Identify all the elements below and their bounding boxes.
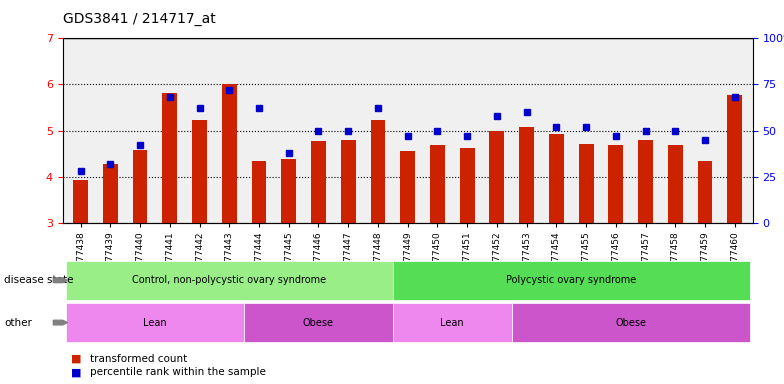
- Bar: [222, 84, 237, 223]
- Bar: [73, 180, 88, 223]
- Text: GDS3841 / 214717_at: GDS3841 / 214717_at: [63, 12, 216, 25]
- Bar: [252, 161, 267, 223]
- Bar: [728, 94, 742, 223]
- Bar: [132, 150, 147, 223]
- Bar: [638, 140, 653, 223]
- Bar: [459, 148, 474, 223]
- Bar: [519, 127, 534, 223]
- Text: other: other: [4, 318, 32, 328]
- Text: transformed count: transformed count: [90, 354, 187, 364]
- Bar: [103, 164, 118, 223]
- Text: Lean: Lean: [143, 318, 167, 328]
- Bar: [668, 145, 683, 223]
- Text: ■: ■: [71, 367, 81, 377]
- Bar: [698, 161, 713, 223]
- Bar: [311, 141, 326, 223]
- Bar: [371, 121, 386, 223]
- Text: percentile rank within the sample: percentile rank within the sample: [90, 367, 266, 377]
- Bar: [401, 151, 415, 223]
- Bar: [192, 121, 207, 223]
- Text: Polycystic ovary syndrome: Polycystic ovary syndrome: [506, 275, 637, 285]
- Bar: [608, 145, 623, 223]
- Bar: [549, 134, 564, 223]
- Text: Obese: Obese: [303, 318, 334, 328]
- Text: Lean: Lean: [441, 318, 464, 328]
- Bar: [162, 93, 177, 223]
- Text: Control, non-polycystic ovary syndrome: Control, non-polycystic ovary syndrome: [132, 275, 326, 285]
- Text: ■: ■: [71, 354, 81, 364]
- Bar: [579, 144, 593, 223]
- Bar: [341, 140, 356, 223]
- Bar: [430, 145, 445, 223]
- Bar: [281, 159, 296, 223]
- Text: Obese: Obese: [615, 318, 646, 328]
- Text: disease state: disease state: [4, 275, 74, 285]
- Bar: [489, 131, 504, 223]
